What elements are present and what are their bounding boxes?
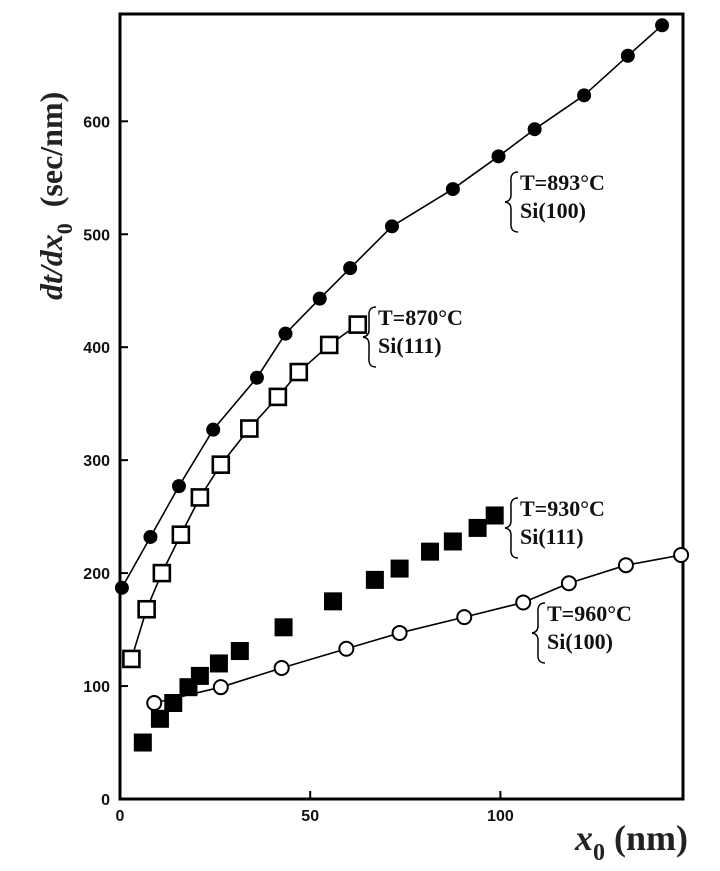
- y-axis-label: dt/dx0(sec/nm): [33, 92, 77, 300]
- series-label-3: T=930°C Si(111): [504, 496, 605, 559]
- data-point: [143, 529, 158, 544]
- data-point: [273, 659, 290, 676]
- y-tick-label: 300: [83, 453, 110, 470]
- series-label-1: T=893°C Si(100): [504, 170, 605, 233]
- y-tick-label: 400: [83, 340, 110, 357]
- data-point: [456, 609, 473, 626]
- data-point: [485, 506, 504, 525]
- data-point: [577, 88, 592, 103]
- data-point: [137, 599, 156, 619]
- y-tick-label: 100: [83, 679, 110, 696]
- x-tick-label: 50: [301, 808, 319, 825]
- brace-icon: [531, 602, 546, 664]
- data-point: [348, 315, 368, 334]
- data-point: [212, 679, 229, 696]
- series-label-2: T=870°C Si(111): [362, 305, 463, 368]
- data-point: [164, 693, 183, 712]
- data-point: [560, 575, 577, 592]
- data-point: [365, 570, 384, 589]
- data-point: [240, 419, 259, 438]
- x-tick-label: 0: [116, 808, 125, 825]
- series-substrate: Si(100): [520, 198, 586, 223]
- data-point: [274, 618, 293, 637]
- data-point: [515, 594, 532, 611]
- data-point: [527, 122, 542, 137]
- series-label-4: T=960°C Si(100): [531, 601, 632, 664]
- series-temperature: T=893°C: [520, 170, 605, 195]
- series-layer: [114, 18, 690, 752]
- series-temperature: T=870°C: [378, 305, 463, 330]
- data-point: [421, 542, 440, 561]
- data-point: [268, 387, 288, 407]
- data-point: [171, 479, 186, 494]
- y-tick-label: 600: [83, 114, 110, 131]
- series-line: [130, 323, 359, 660]
- data-point: [324, 592, 343, 611]
- data-point: [278, 326, 293, 341]
- brace-icon: [362, 306, 377, 368]
- series-4: [146, 547, 690, 711]
- series-3: [133, 506, 504, 752]
- data-point: [312, 291, 327, 306]
- series-temperature: T=930°C: [520, 496, 605, 521]
- data-point: [338, 640, 355, 657]
- data-point: [211, 455, 231, 474]
- data-point: [190, 488, 210, 507]
- data-point: [384, 219, 399, 234]
- y-tick-label: 200: [83, 566, 110, 583]
- x-tick-label: 100: [487, 808, 514, 825]
- data-point: [146, 694, 163, 711]
- brace-icon: [504, 171, 519, 233]
- data-point: [390, 559, 409, 578]
- data-point: [171, 525, 191, 544]
- data-point: [617, 557, 634, 574]
- data-point: [391, 624, 408, 641]
- data-point: [133, 733, 152, 752]
- y-tick-label: 500: [83, 227, 110, 244]
- series-substrate: Si(111): [520, 524, 584, 549]
- data-point: [443, 532, 462, 551]
- y-tick-label: 0: [101, 792, 110, 809]
- data-point: [150, 709, 169, 728]
- data-point: [343, 261, 358, 276]
- data-point: [491, 149, 506, 164]
- series-2: [122, 315, 368, 669]
- data-point: [114, 580, 129, 595]
- plot-frame: [118, 12, 685, 801]
- data-point: [468, 518, 487, 537]
- series-substrate: Si(100): [547, 629, 613, 654]
- data-point: [319, 335, 339, 355]
- x-axis-label: x0 (nm): [574, 818, 688, 866]
- series-temperature: T=960°C: [547, 601, 632, 626]
- data-point: [249, 370, 264, 385]
- data-point: [620, 48, 635, 63]
- data-point: [289, 362, 309, 382]
- series-1: [114, 18, 670, 595]
- axes: 0 100 200 300 400 500 600 0 50 100: [83, 114, 514, 825]
- brace-icon: [504, 497, 519, 559]
- data-point: [152, 563, 172, 583]
- data-point: [673, 547, 690, 564]
- data-point: [209, 654, 228, 673]
- data-point: [445, 182, 460, 197]
- data-point: [655, 18, 670, 33]
- series-line: [154, 554, 682, 704]
- data-point: [206, 422, 221, 437]
- series-labels: T=893°C Si(100) T=870°C Si(111) T=930°C Si(11…: [362, 170, 632, 664]
- data-point: [122, 649, 141, 669]
- series-substrate: Si(111): [378, 333, 442, 358]
- data-point: [190, 666, 209, 685]
- data-point: [230, 642, 249, 661]
